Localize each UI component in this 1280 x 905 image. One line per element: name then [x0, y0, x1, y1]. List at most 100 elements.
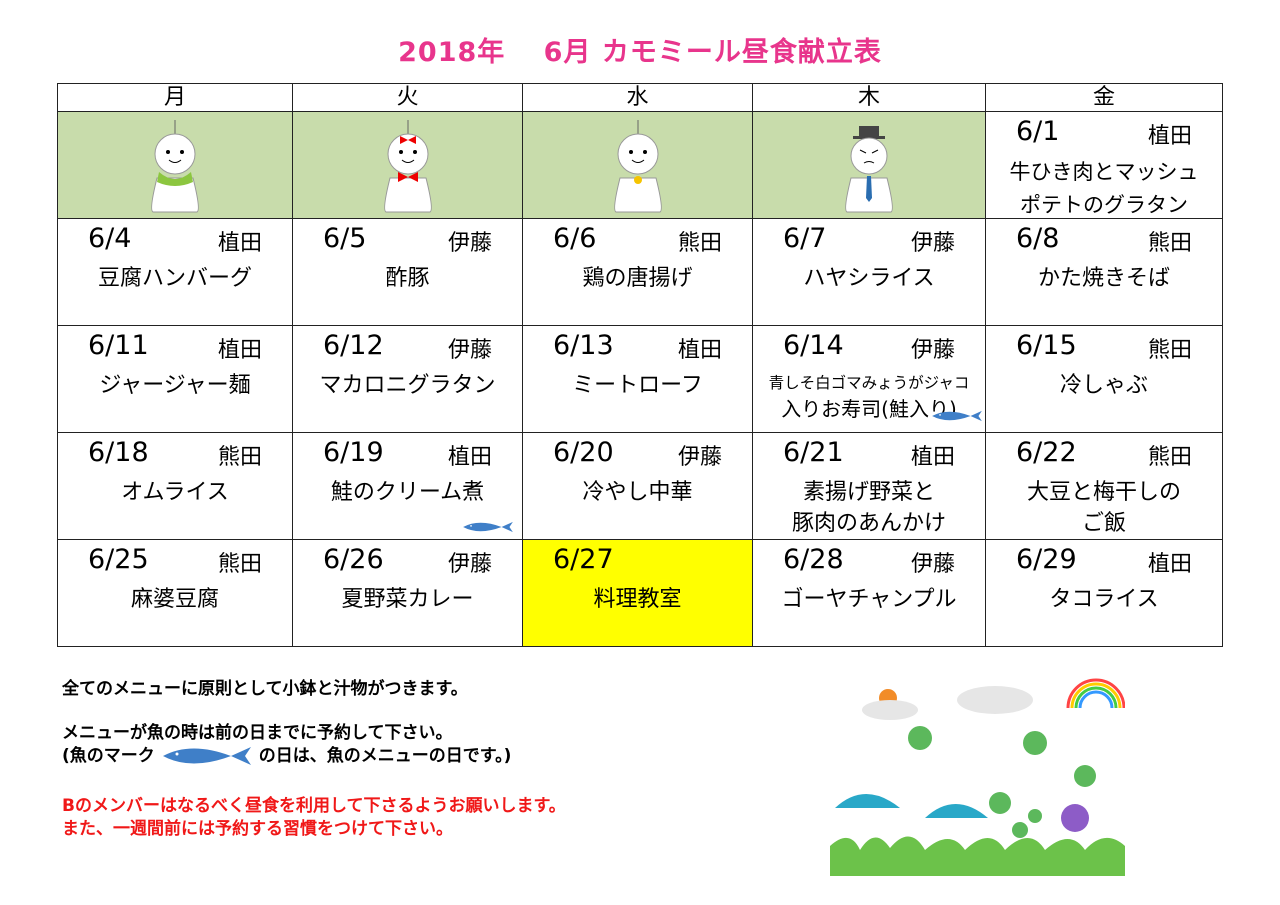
day-dish: 酢豚 [293, 263, 522, 294]
week-row-3: 6/11 植田 ジャージャー麺 6/12 伊藤 マカロニグラタン 6/13 植田 ミートローフ 6… [57, 325, 1223, 433]
day-cell: 6/26 伊藤夏野菜カレー [292, 539, 523, 647]
day-cook: 植田 [910, 445, 955, 470]
day-cook: 熊田 [217, 552, 262, 577]
day-cook: 熊田 [217, 445, 262, 470]
day-date: 6/20 [553, 437, 614, 468]
note-line1: 全てのメニューに原則として小鉢と汁物がつきます。 [62, 679, 468, 699]
day-cook: 伊藤 [447, 231, 492, 256]
day-dish: 夏野菜カレー [293, 584, 522, 615]
day-cook: 伊藤 [910, 338, 955, 363]
weekday-thu: 木 [752, 83, 986, 112]
day-cell: 6/22 熊田 大豆と梅干しの ご飯 [985, 432, 1223, 540]
day-cell: 6/6 熊田 鶏の唐揚げ [522, 218, 753, 326]
day-date: 6/1 [1016, 116, 1060, 147]
day-date: 6/22 [1016, 437, 1077, 468]
day-date: 6/7 [783, 223, 827, 254]
day-cook: 植田 [217, 338, 262, 363]
weekday-mon: 月 [57, 83, 293, 112]
day-cook: 植田 [217, 231, 262, 256]
teru-teru-bozu-icon [845, 126, 893, 213]
day-date: 6/29 [1016, 544, 1077, 575]
day-cook: 伊藤 [910, 552, 955, 577]
day-dish: 麻婆豆腐 [58, 584, 292, 615]
dish-line: 冷やし中華 [582, 480, 693, 505]
day-cook: 伊藤 [910, 231, 955, 256]
day-dish: ハヤシライス [753, 263, 985, 294]
dish-line: ミートローフ [572, 373, 703, 398]
note-line3: (魚のマーク の日は、魚のメニューの日です。) [62, 745, 511, 767]
note-line3a: (魚のマーク [62, 746, 155, 766]
week-row-2: 6/4 植田 豆腐ハンバーグ 6/5 伊藤 酢豚 6/6 熊田 鶏の唐揚げ 6/7 伊藤 ハヤシライス… [57, 218, 1223, 326]
day-cook: 植田 [1147, 552, 1192, 577]
day-dish: 大豆と梅干しの ご飯 [986, 477, 1222, 539]
day-dish: 素揚げ野菜と 豚肉のあんかけ [753, 477, 985, 539]
day-cell: 6/20 伊藤冷やし中華 [522, 432, 753, 540]
day-dish: マカロニグラタン [293, 370, 522, 401]
teru-teru-bozu-icon [383, 120, 432, 213]
day-date: 6/12 [323, 330, 384, 361]
day-dish: 豆腐ハンバーグ [58, 263, 292, 294]
day-date: 6/18 [88, 437, 149, 468]
day-cook: 熊田 [677, 231, 722, 256]
day-cell: 6/15 熊田 冷しゃぶ [985, 325, 1223, 433]
day-cell: 6/8 熊田 かた焼きそば [985, 218, 1223, 326]
day-cell: 6/11 植田ジャージャー麺 [57, 325, 293, 433]
day-cell: 6/25 熊田麻婆豆腐 [57, 539, 293, 647]
dish-line: 青しそ白ゴマみょうがジャコ [768, 374, 970, 392]
menu-table: 月 火 水 木 金 6/1 植田 牛ひき肉とマッシュ ポテトのグラタン 6/4 植田… [57, 83, 1223, 647]
day-dish: 冷やし中華 [523, 477, 752, 508]
day-dish: かた焼きそば [986, 263, 1222, 294]
day-cell: 6/12 伊藤 マカロニグラタン [292, 325, 523, 433]
day-dish: 牛ひき肉とマッシュ ポテトのグラタン [986, 156, 1222, 222]
dish-line: 豚肉のあんかけ [791, 511, 946, 536]
weekday-fri: 金 [985, 83, 1223, 112]
day-date: 6/27 [553, 544, 614, 575]
empty-cell [752, 111, 986, 219]
day-cook: 植田 [1147, 124, 1192, 149]
day-date: 6/15 [1016, 330, 1077, 361]
day-cook: 伊藤 [447, 552, 492, 577]
day-date: 6/5 [323, 223, 367, 254]
dish-line: ハヤシライス [803, 266, 935, 291]
day-dish: 鮭のクリーム煮 [293, 477, 522, 508]
dish-line: 大豆と梅干しの [1026, 480, 1181, 505]
day-cell: 6/14 伊藤 青しそ白ゴマみょうがジャコ 入りお寿司(鮭入り) [752, 325, 986, 433]
day-cell: 6/21 植田素揚げ野菜と 豚肉のあんかけ [752, 432, 986, 540]
dish-line: 酢豚 [385, 266, 430, 291]
day-dish: ジャージャー麺 [58, 370, 292, 401]
day-cook: 熊田 [1147, 231, 1192, 256]
rainy-season-frogs-illustration [830, 678, 1125, 876]
week-row-5: 6/25 熊田麻婆豆腐 6/26 伊藤夏野菜カレー 6/27 料理教室 6/28 伊藤ゴーヤチ… [57, 539, 1223, 647]
day-dish: タコライス [986, 584, 1222, 615]
day-cell: 6/7 伊藤ハヤシライス [752, 218, 986, 326]
dish-line: 入りお寿司(鮭入り) [781, 397, 957, 421]
day-dish: ゴーヤチャンプル [753, 584, 985, 615]
dish-line: 鶏の唐揚げ [582, 266, 693, 291]
dish-line: 鮭のクリーム煮 [330, 480, 485, 505]
dish-line: 牛ひき肉とマッシュ [1009, 160, 1199, 184]
day-dish: 冷しゃぶ [986, 370, 1222, 401]
week-row-4: 6/18 熊田 オムライス 6/19 植田 鮭のクリーム煮 6/20 伊藤 冷やし中華 6/21 植… [57, 432, 1223, 540]
day-date: 6/4 [88, 223, 132, 254]
day-cell: 6/5 伊藤 酢豚 [292, 218, 523, 326]
day-date: 6/26 [323, 544, 384, 575]
day-date: 6/25 [88, 544, 149, 575]
day-date: 6/28 [783, 544, 844, 575]
dish-line: 素揚げ野菜と [802, 480, 935, 505]
day-date: 6/21 [783, 437, 844, 468]
day-dish: 料理教室 [523, 584, 752, 615]
day-cell: 6/28 伊藤ゴーヤチャンプル [752, 539, 986, 647]
day-dish: 鶏の唐揚げ [523, 263, 752, 294]
day-cook: 植田 [447, 445, 492, 470]
dish-line: 夏野菜カレー [341, 587, 474, 612]
dish-line: かた焼きそば [1037, 266, 1170, 291]
weekday-header-row: 月 火 水 木 金 [57, 83, 1223, 112]
day-date: 6/13 [553, 330, 614, 361]
dish-line: タコライス [1049, 587, 1159, 612]
dish-line: ゴーヤチャンプル [781, 587, 957, 612]
day-dish: 青しそ白ゴマみょうがジャコ入りお寿司(鮭入り) [753, 372, 985, 424]
dish-line: 豆腐ハンバーグ [97, 266, 252, 291]
day-date: 6/11 [88, 330, 149, 361]
day-cook: 伊藤 [677, 445, 722, 470]
day-cell: 6/29 植田タコライス [985, 539, 1223, 647]
